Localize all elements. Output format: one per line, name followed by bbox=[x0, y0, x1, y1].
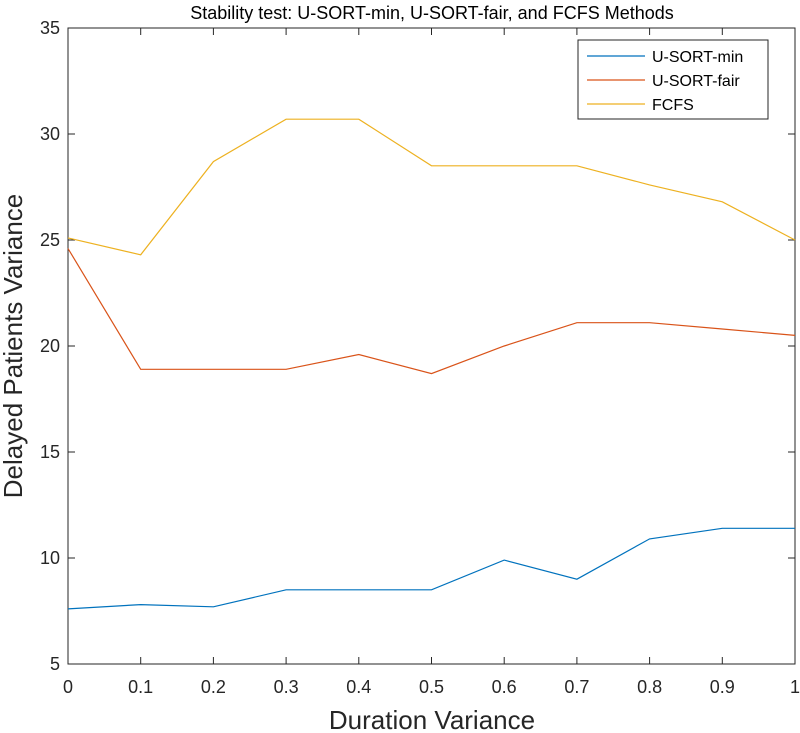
series-line-u-sort-fair bbox=[67, 248, 796, 375]
series-line-u-sort-min bbox=[67, 527, 795, 610]
y-axis: 5 10 15 20 25 30 35 bbox=[40, 18, 795, 674]
series-group bbox=[67, 118, 796, 610]
chart-title: Stability test: U-SORT-min, U-SORT-fair,… bbox=[190, 3, 673, 23]
x-tick-label: 0.8 bbox=[637, 677, 662, 697]
y-tick-label: 5 bbox=[50, 654, 60, 674]
x-tick-label: 0.1 bbox=[128, 677, 153, 697]
x-tick-label: 0.5 bbox=[419, 677, 444, 697]
x-tick-label: 0.2 bbox=[201, 677, 226, 697]
x-tick-label: 0.3 bbox=[274, 677, 299, 697]
y-tick-label: 25 bbox=[40, 230, 60, 250]
x-axis-label: Duration Variance bbox=[329, 705, 535, 733]
x-tick-label: 0.7 bbox=[564, 677, 589, 697]
y-tick-label: 10 bbox=[40, 548, 60, 568]
x-tick-label: 0.4 bbox=[346, 677, 371, 697]
y-tick-label: 20 bbox=[40, 336, 60, 356]
x-tick-label: 1 bbox=[790, 677, 800, 697]
plot-area bbox=[67, 27, 796, 665]
legend: U-SORT-min U-SORT-fair FCFS bbox=[577, 39, 769, 120]
y-axis-label: Delayed Patients Variance bbox=[0, 194, 28, 498]
legend-label: U-SORT-fair bbox=[652, 73, 740, 90]
y-tick-label: 35 bbox=[40, 18, 60, 38]
x-axis: 0 0.1 0.2 0.3 0.4 0.5 0.6 0.7 0.8 0.9 1 bbox=[63, 28, 800, 697]
x-tick-label: 0 bbox=[63, 677, 73, 697]
series-line-fcfs bbox=[67, 118, 796, 256]
legend-label: U-SORT-min bbox=[652, 49, 743, 66]
y-tick-label: 15 bbox=[40, 442, 60, 462]
legend-label: FCFS bbox=[652, 97, 694, 114]
y-tick-label: 30 bbox=[40, 124, 60, 144]
x-tick-label: 0.9 bbox=[710, 677, 735, 697]
x-tick-label: 0.6 bbox=[492, 677, 517, 697]
